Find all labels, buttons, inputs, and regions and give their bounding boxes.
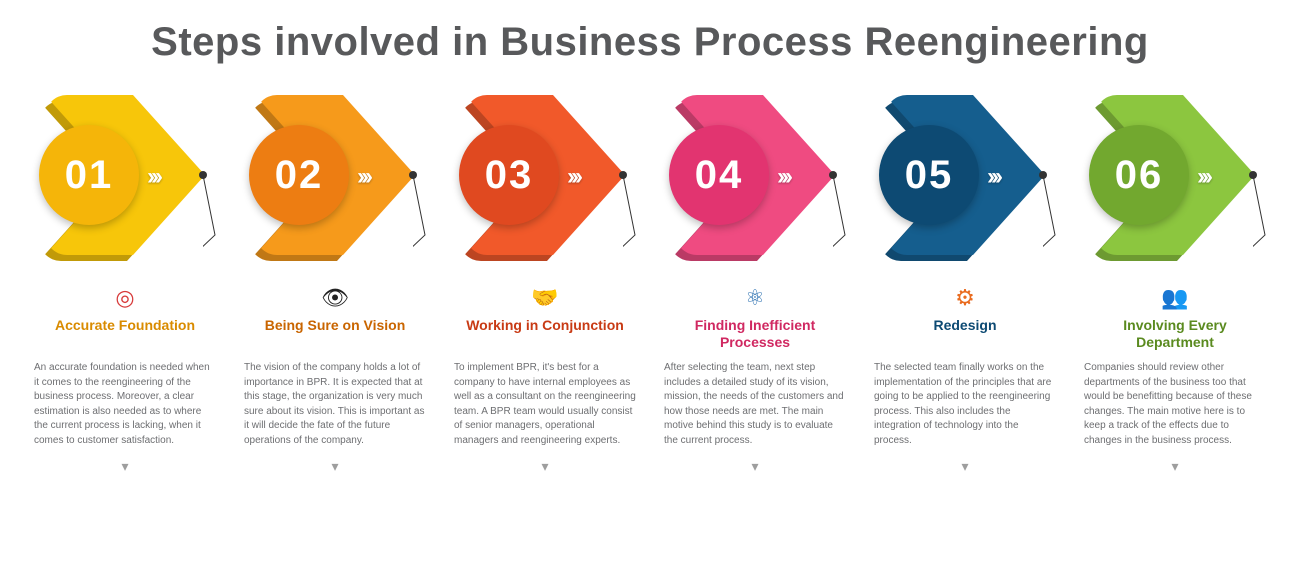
down-pointer-icon: ▾ xyxy=(664,458,846,475)
step-description: The selected team finally works on the i… xyxy=(874,361,1056,448)
step-number: 05 xyxy=(905,153,954,198)
mini-chevrons-icon: ››› xyxy=(357,163,369,191)
step-03: 03 ››› 🤝 Working in Conjunction To imple… xyxy=(445,95,645,475)
gears-icon: ⚙ xyxy=(874,285,1056,311)
step-title: Finding Inefficient Processes xyxy=(664,317,846,351)
page-title: Steps involved in Business Process Reeng… xyxy=(0,0,1300,95)
eye-icon: 👁 xyxy=(244,285,426,311)
down-pointer-icon: ▾ xyxy=(454,458,636,475)
step-card: ⚙ Redesign The selected team finally wor… xyxy=(870,285,1060,475)
handshake-icon: 🤝 xyxy=(454,285,636,311)
step-card: 👁 Being Sure on Vision The vision of the… xyxy=(240,285,430,475)
step-card: 👥 Involving Every Department Companies s… xyxy=(1080,285,1270,475)
step-title: Involving Every Department xyxy=(1084,317,1266,351)
target-icon: ◎ xyxy=(34,285,216,311)
step-description: To implement BPR, it's best for a compan… xyxy=(454,361,636,448)
step-number: 06 xyxy=(1115,153,1164,198)
step-number-circle: 05 xyxy=(879,125,979,225)
step-number-circle: 01 xyxy=(39,125,139,225)
step-title: Working in Conjunction xyxy=(454,317,636,351)
mini-chevrons-icon: ››› xyxy=(1197,163,1209,191)
step-05: 05 ››› ⚙ Redesign The selected team fina… xyxy=(865,95,1065,475)
step-card: ⚛ Finding Inefficient Processes After se… xyxy=(660,285,850,475)
steps-row: 01 ››› ◎ Accurate Foundation An accurate… xyxy=(0,95,1300,475)
step-title: Accurate Foundation xyxy=(34,317,216,351)
step-number: 01 xyxy=(65,153,114,198)
network-icon: ⚛ xyxy=(664,285,846,311)
step-card: ◎ Accurate Foundation An accurate founda… xyxy=(30,285,220,475)
step-04: 04 ››› ⚛ Finding Inefficient Processes A… xyxy=(655,95,855,475)
step-number-circle: 02 xyxy=(249,125,349,225)
mini-chevrons-icon: ››› xyxy=(987,163,999,191)
down-pointer-icon: ▾ xyxy=(34,458,216,475)
step-card: 🤝 Working in Conjunction To implement BP… xyxy=(450,285,640,475)
mini-chevrons-icon: ››› xyxy=(567,163,579,191)
step-number: 03 xyxy=(485,153,534,198)
step-badge: 03 ››› xyxy=(455,95,635,255)
down-pointer-icon: ▾ xyxy=(874,458,1056,475)
step-02: 02 ››› 👁 Being Sure on Vision The vision… xyxy=(235,95,435,475)
people-icon: 👥 xyxy=(1084,285,1266,311)
step-number: 02 xyxy=(275,153,324,198)
step-badge: 01 ››› xyxy=(35,95,215,255)
step-badge: 02 ››› xyxy=(245,95,425,255)
step-description: After selecting the team, next step incl… xyxy=(664,361,846,448)
step-06: 06 ››› 👥 Involving Every Department Comp… xyxy=(1075,95,1275,475)
mini-chevrons-icon: ››› xyxy=(777,163,789,191)
step-badge: 06 ››› xyxy=(1085,95,1265,255)
step-number-circle: 03 xyxy=(459,125,559,225)
step-title: Redesign xyxy=(874,317,1056,351)
step-number: 04 xyxy=(695,153,744,198)
down-pointer-icon: ▾ xyxy=(244,458,426,475)
step-badge: 04 ››› xyxy=(665,95,845,255)
mini-chevrons-icon: ››› xyxy=(147,163,159,191)
step-description: The vision of the company holds a lot of… xyxy=(244,361,426,448)
down-pointer-icon: ▾ xyxy=(1084,458,1266,475)
step-description: An accurate foundation is needed when it… xyxy=(34,361,216,448)
step-description: Companies should review other department… xyxy=(1084,361,1266,448)
step-title: Being Sure on Vision xyxy=(244,317,426,351)
step-01: 01 ››› ◎ Accurate Foundation An accurate… xyxy=(25,95,225,475)
step-number-circle: 06 xyxy=(1089,125,1189,225)
step-badge: 05 ››› xyxy=(875,95,1055,255)
step-number-circle: 04 xyxy=(669,125,769,225)
